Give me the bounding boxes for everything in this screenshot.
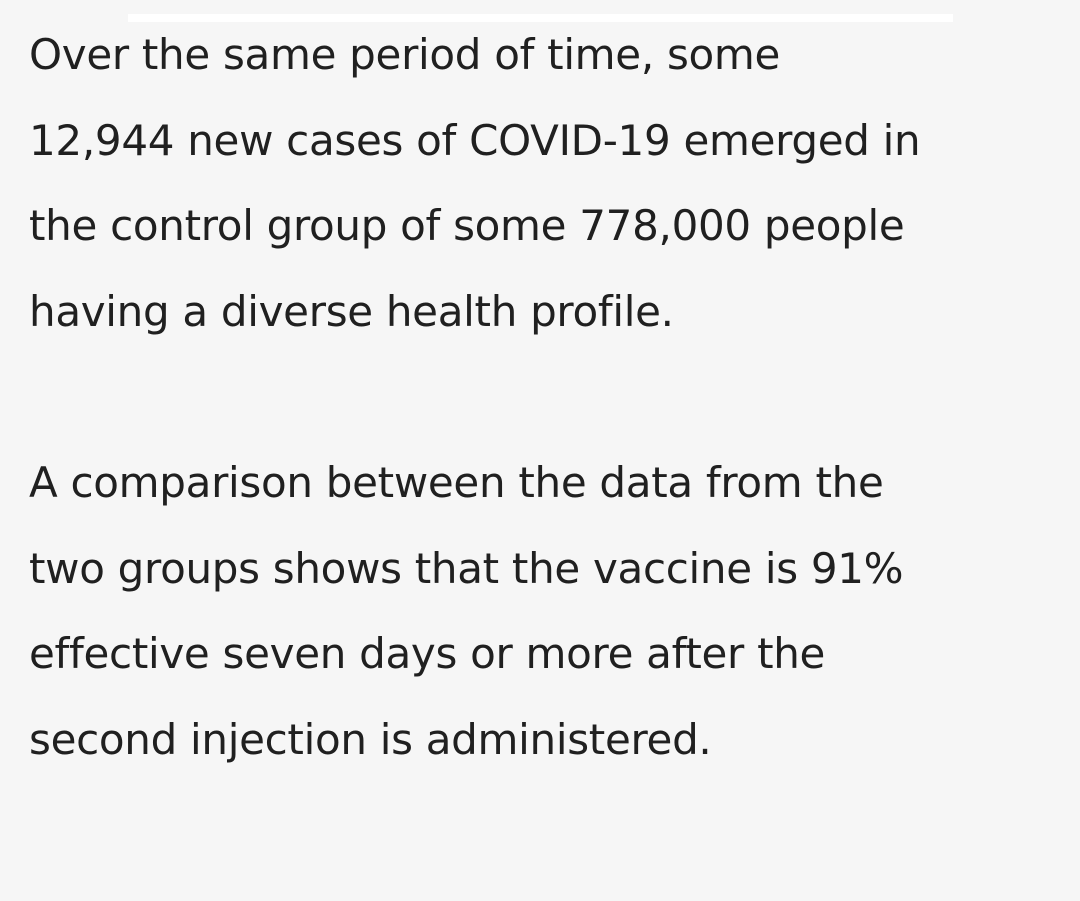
paragraph-line: 12,944 new cases of COVID-19 emerged in: [29, 115, 921, 165]
paragraph-line: having a diverse health profile.: [29, 286, 674, 336]
paragraph-line: second injection is administered.: [29, 714, 712, 764]
top-divider: [128, 14, 953, 22]
paragraph-line: two groups shows that the vaccine is 91%: [29, 543, 904, 593]
paragraph-line: the control group of some 778,000 people: [29, 201, 905, 250]
paragraph-line: A comparison between the data from the: [29, 458, 884, 507]
paragraph-2: A comparison between the data from the t…: [29, 440, 1069, 782]
paragraph-1: Over the same period of time, some 12,94…: [29, 12, 1069, 354]
article-body: Over the same period of time, some 12,94…: [29, 12, 1069, 782]
paragraph-line: Over the same period of time, some: [29, 30, 781, 79]
paragraph-line: effective seven days or more after the: [29, 629, 826, 678]
